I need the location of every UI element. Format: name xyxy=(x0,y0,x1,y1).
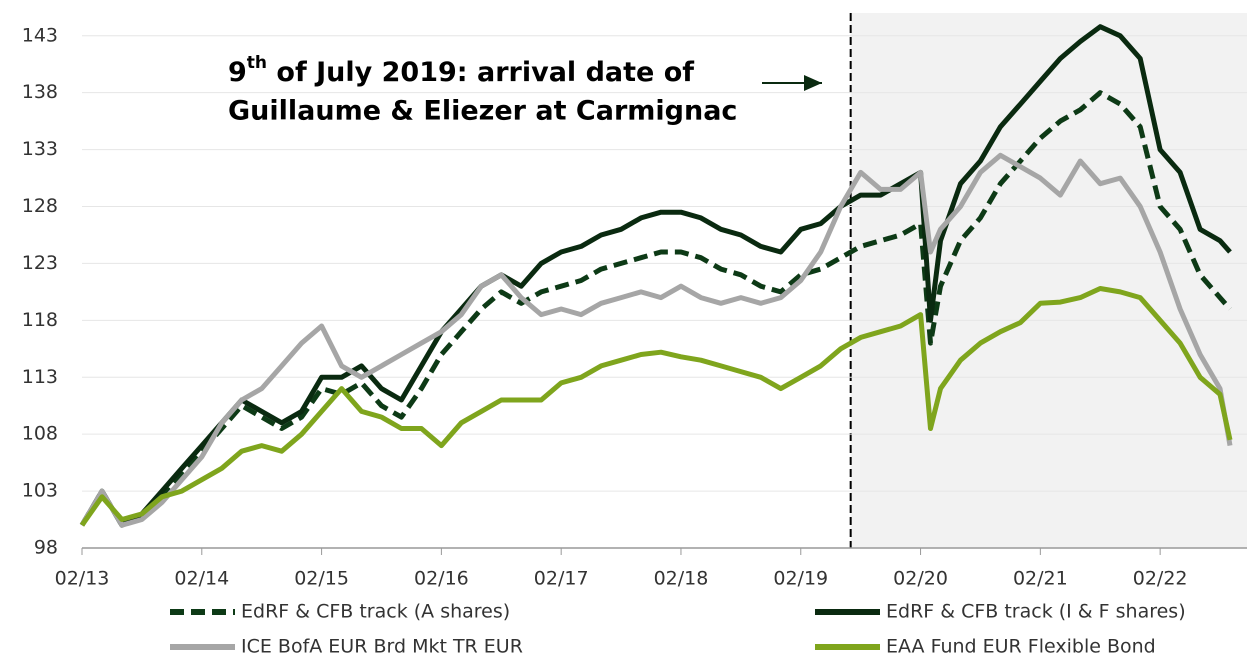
legend-label: EdRF & CFB track (I & F shares) xyxy=(886,601,1186,623)
y-tick-label: 128 xyxy=(22,195,58,217)
legend-label: ICE BofA EUR Brd Mkt TR EUR xyxy=(241,636,523,658)
series-line xyxy=(79,286,1233,527)
x-tick-label: 02/14 xyxy=(174,568,229,590)
plot-background xyxy=(82,13,1247,548)
annotation-suffix: th xyxy=(247,53,267,73)
y-tick-label: 118 xyxy=(22,309,58,331)
x-tick-label: 02/20 xyxy=(893,568,948,590)
x-tick-label: 02/18 xyxy=(654,568,709,590)
y-tick-label: 133 xyxy=(22,138,58,160)
y-tick-label: 98 xyxy=(34,537,58,559)
y-tick-label: 113 xyxy=(22,366,58,388)
x-tick-label: 02/17 xyxy=(534,568,589,590)
x-tick-label: 02/15 xyxy=(294,568,349,590)
y-tick-label: 143 xyxy=(22,24,58,46)
x-tick-label: 02/21 xyxy=(1013,568,1068,590)
annotation: 9th of July 2019: arrival date of xyxy=(228,53,694,88)
legend-label: EdRF & CFB track (A shares) xyxy=(241,601,510,623)
x-tick-label: 02/16 xyxy=(414,568,469,590)
series-line xyxy=(79,24,1232,528)
plot xyxy=(79,24,1233,528)
x-tick-label: 02/19 xyxy=(773,568,828,590)
legend-label: EAA Fund EUR Flexible Bond xyxy=(886,636,1156,658)
annotation-text: of July 2019: arrival date of xyxy=(267,57,694,88)
x-tick-label: 02/13 xyxy=(55,568,110,590)
y-tick-label: 103 xyxy=(22,480,58,502)
series-line xyxy=(79,90,1232,528)
y-tick-label: 138 xyxy=(22,81,58,103)
annotation: Guillaume & Eliezer at Carmignac xyxy=(228,96,737,127)
y-tick-label: 123 xyxy=(22,252,58,274)
highlight-region xyxy=(850,13,1247,548)
annotation-day: 9 xyxy=(228,57,247,88)
series-line xyxy=(79,152,1233,528)
y-tick-label: 108 xyxy=(22,423,58,445)
x-tick-label: 02/22 xyxy=(1133,568,1188,590)
